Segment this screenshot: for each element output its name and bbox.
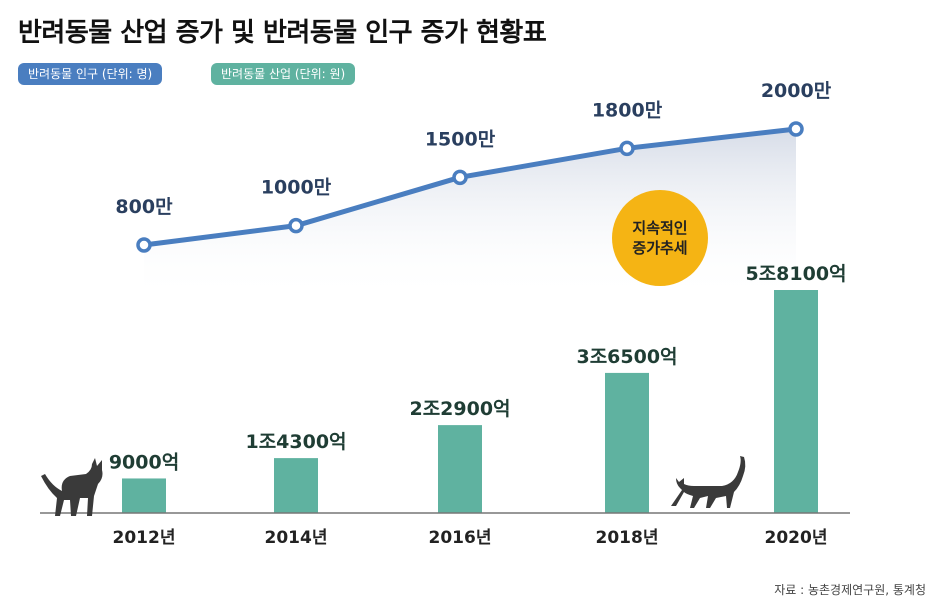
line-point [788, 121, 804, 137]
bar-label: 5조8100억 [745, 263, 846, 285]
legend-population: 반려동물 인구 (단위: 명) [18, 63, 163, 85]
source-note: 자료 : 농촌경제연구원, 통계청 [774, 583, 926, 597]
line-label: 1500만 [425, 128, 496, 150]
bar-2012년 [122, 478, 166, 513]
x-tick-label: 2020년 [765, 528, 828, 548]
legend-industry: 반려동물 산업 (단위: 원) [211, 63, 356, 85]
bar-2018년 [605, 372, 649, 513]
bar-label: 2조2900억 [409, 398, 510, 420]
line-point [452, 169, 468, 186]
x-tick-label: 2012년 [113, 528, 176, 548]
badge-line2: 증가추세 [632, 239, 688, 257]
bar-label: 3조6500억 [576, 346, 677, 368]
bar-2014년 [274, 458, 318, 513]
x-tick-label: 2016년 [429, 528, 492, 548]
bar-2020년 [774, 290, 818, 513]
cat-icon [671, 456, 746, 508]
line-label: 1800만 [592, 99, 663, 121]
bar-label: 1조4300억 [245, 431, 346, 453]
line-label: 800만 [115, 196, 173, 218]
x-tick-label: 2014년 [265, 528, 328, 548]
line-label: 2000만 [761, 80, 832, 102]
bar-2016년 [438, 425, 482, 513]
x-tick-label: 2018년 [596, 528, 659, 548]
badge-line1: 지속적인 [632, 219, 688, 237]
line-label: 1000만 [261, 177, 332, 199]
line-point [136, 237, 152, 253]
bar-label: 9000억 [109, 451, 179, 473]
dog-icon [41, 458, 103, 516]
chart-title: 반려동물 산업 증가 및 반려동물 인구 증가 현황표 [18, 18, 547, 48]
line-point [619, 140, 635, 157]
trend-badge: 지속적인 증가추세 [612, 190, 708, 286]
line-point [288, 217, 304, 234]
